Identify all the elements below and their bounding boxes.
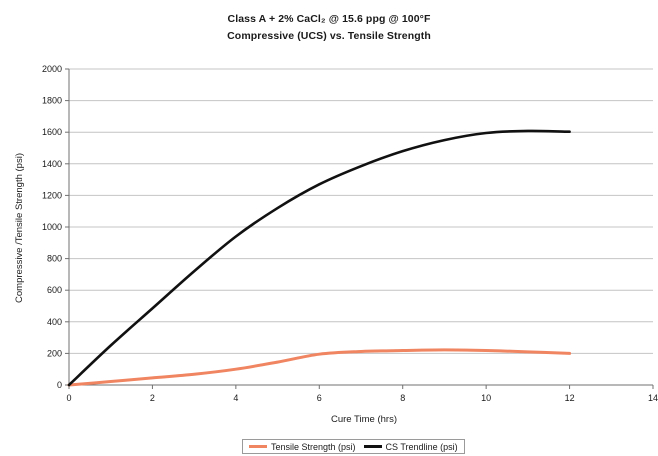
grid-lines: [69, 68, 653, 354]
x-tick-label: 0: [66, 393, 71, 403]
y-tick-label: 600: [47, 285, 62, 295]
y-tick-label: 2000: [42, 64, 62, 74]
chart-legend: Tensile Strength (psi) CS Trendline (psi…: [242, 439, 465, 454]
x-tick-label: 12: [565, 393, 575, 403]
legend-swatch-tensile: [249, 445, 267, 448]
y-axis-label: Compressive /Tensile Strength (psi): [14, 153, 25, 303]
chart-canvas: 0 200 400 600 800 1000 1200 1400 1600 1800 2000 0 2 4…: [14, 64, 658, 425]
x-tick-label: 8: [400, 393, 405, 403]
legend-item-cs-trendline: CS Trendline (psi): [363, 441, 458, 452]
legend-label-cs-trendline: CS Trendline (psi): [385, 441, 458, 452]
y-tick-label: 400: [47, 317, 62, 327]
legend-swatch-cs-trendline: [363, 445, 382, 448]
axes: [65, 68, 654, 389]
x-tick-label: 10: [481, 393, 491, 403]
legend-item-tensile: Tensile Strength (psi): [249, 442, 356, 452]
x-axis-label: Cure Time (hrs): [331, 414, 397, 425]
legend-label-tensile: Tensile Strength (psi): [271, 441, 356, 452]
series-lines: [67, 129, 572, 387]
y-tick-label: 1200: [42, 190, 62, 200]
y-tick-label: 1000: [42, 222, 62, 232]
y-tick-label: 1600: [42, 127, 62, 137]
chart-title-line1: Class A + 2% CaCl₂ @ 15.6 ppg @ 100°F: [227, 13, 431, 25]
x-tick-label: 4: [233, 393, 238, 403]
series-line-cs-trendline: [67, 129, 571, 387]
x-tick-label: 6: [317, 393, 322, 403]
y-tick-label: 0: [57, 380, 62, 390]
x-tick-label: 2: [150, 393, 155, 403]
y-tick-label: 200: [47, 348, 62, 358]
y-tick-label: 1400: [42, 159, 62, 169]
y-tick-label: 800: [47, 254, 62, 264]
tick-labels: 0 200 400 600 800 1000 1200 1400 1600 1800 2000 0 2 4…: [42, 64, 658, 403]
x-tick-label: 14: [648, 393, 658, 403]
y-tick-label: 1800: [42, 96, 62, 106]
chart-title-line2: Compressive (UCS) vs. Tensile Strength: [227, 30, 431, 42]
series-line-tensile-strength: [67, 348, 572, 387]
